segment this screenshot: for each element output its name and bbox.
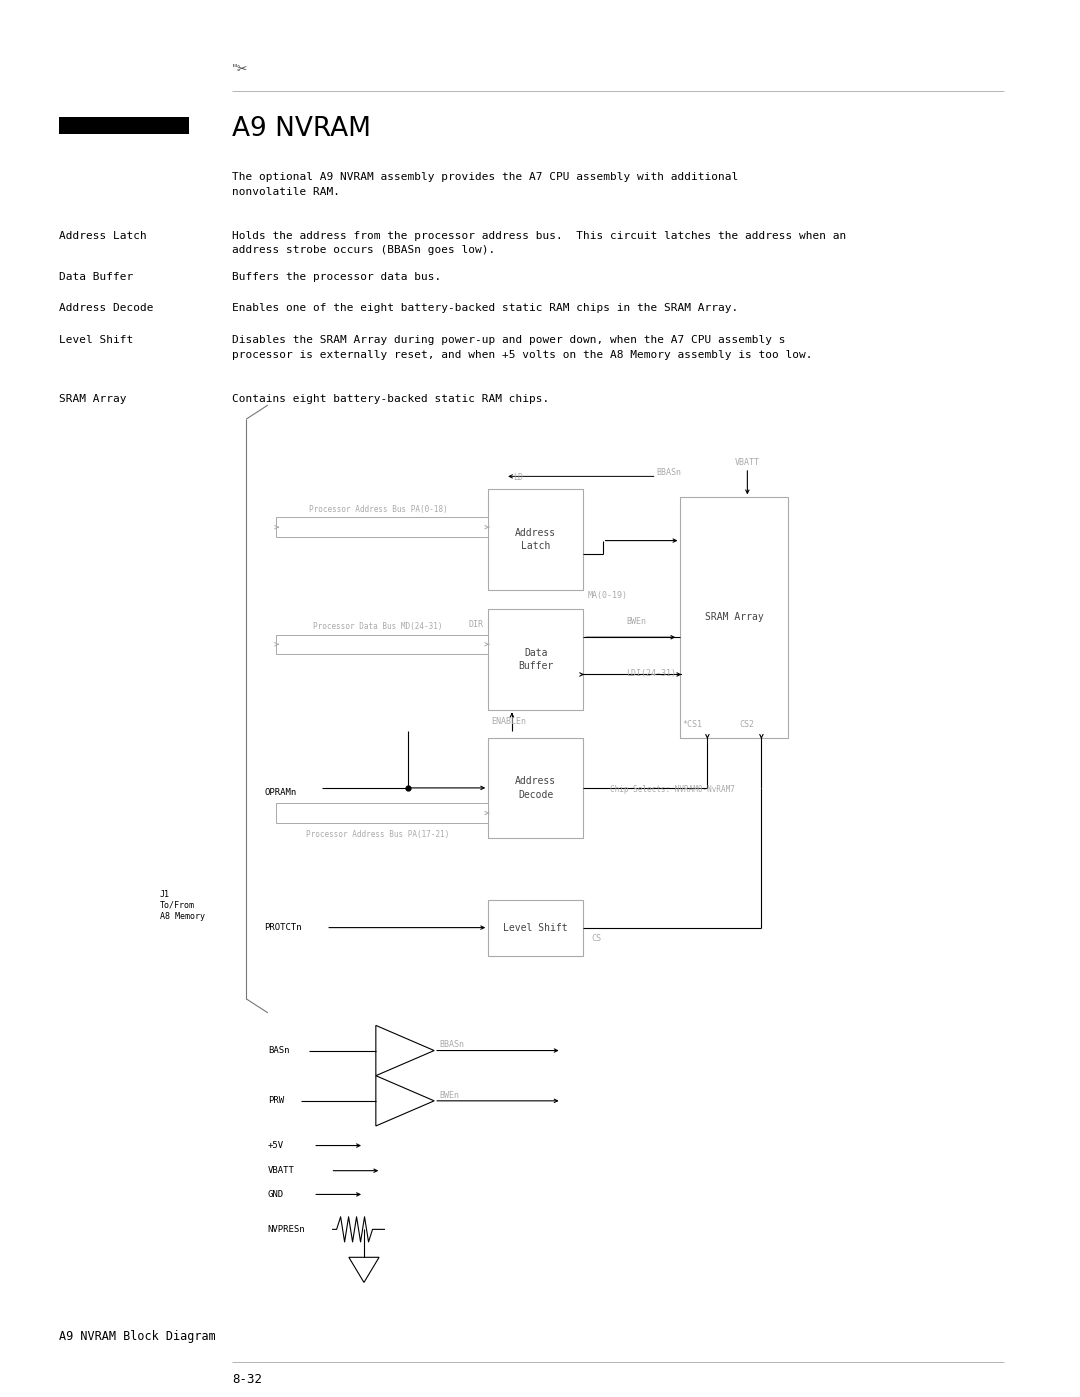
Text: BASn: BASn [268,1046,289,1055]
Text: VBATT: VBATT [268,1166,295,1175]
Text: J1
To/From
A8 Memory: J1 To/From A8 Memory [160,890,205,921]
Text: Holds the address from the processor address bus.  This circuit latches the addr: Holds the address from the processor add… [232,231,847,256]
Text: Enables one of the eight battery-backed static RAM chips in the SRAM Array.: Enables one of the eight battery-backed … [232,303,739,313]
Text: 8-32: 8-32 [232,1373,262,1386]
Text: +5V: +5V [268,1141,284,1150]
Text: "✂: "✂ [232,63,248,77]
Text: SRAM Array: SRAM Array [59,394,127,404]
Text: Address
Decode: Address Decode [515,777,556,799]
Text: The optional A9 NVRAM assembly provides the A7 CPU assembly with additional
nonv: The optional A9 NVRAM assembly provides … [232,172,739,197]
Bar [59,117,189,134]
Text: A9 NVRAM: A9 NVRAM [232,116,372,141]
Text: PRW: PRW [268,1097,284,1105]
Text: A9 NVRAM Block Diagram: A9 NVRAM Block Diagram [59,1330,216,1344]
Text: GND: GND [268,1190,284,1199]
Bar [276,634,488,654]
Text: VBATT: VBATT [734,458,760,467]
Text: Level Shift: Level Shift [503,922,568,933]
Text: Disables the SRAM Array during power-up and power down, when the A7 CPU assembly: Disables the SRAM Array during power-up … [232,335,813,360]
Bar [488,900,583,956]
Text: CS: CS [592,935,602,943]
Text: Address Decode: Address Decode [59,303,154,313]
Text: LD: LD [513,474,523,482]
Bar [276,517,488,536]
Text: PROTCTn: PROTCTn [265,923,302,932]
Text: Data
Buffer: Data Buffer [518,648,553,671]
Text: DIR: DIR [469,620,484,629]
Text: ENABLEn: ENABLEn [491,717,526,725]
Text: Processor Address Bus PA(0-18): Processor Address Bus PA(0-18) [309,506,447,514]
Text: CS2: CS2 [740,721,755,729]
Bar [680,497,788,738]
Text: Processor Data Bus MD(24-31): Processor Data Bus MD(24-31) [313,622,443,631]
Text: SRAM Array: SRAM Array [705,612,764,623]
Text: *CS1: *CS1 [683,721,703,729]
Text: BBASn: BBASn [440,1041,464,1049]
Text: NVPRESn: NVPRESn [268,1225,306,1234]
Bar [276,803,488,823]
Text: Processor Address Bus PA(17-21): Processor Address Bus PA(17-21) [307,830,449,840]
Bar [488,489,583,590]
Text: Buffers the processor data bus.: Buffers the processor data bus. [232,272,442,282]
Text: Contains eight battery-backed static RAM chips.: Contains eight battery-backed static RAM… [232,394,550,404]
Bar [488,609,583,710]
Text: Chip Selects: NVRAM0-NvRAM7: Chip Selects: NVRAM0-NvRAM7 [610,785,735,793]
Text: LDI(24-31): LDI(24-31) [626,669,676,678]
Text: BWEn: BWEn [626,617,647,626]
Text: OPRAMn: OPRAMn [265,788,297,796]
Text: Address Latch: Address Latch [59,231,147,240]
Text: BBASn: BBASn [657,468,681,476]
Text: Data Buffer: Data Buffer [59,272,134,282]
Bar [488,738,583,838]
Text: Level Shift: Level Shift [59,335,134,345]
Text: BWEn: BWEn [440,1091,460,1099]
Text: MA(0-19): MA(0-19) [588,591,627,599]
Text: Address
Latch: Address Latch [515,528,556,550]
